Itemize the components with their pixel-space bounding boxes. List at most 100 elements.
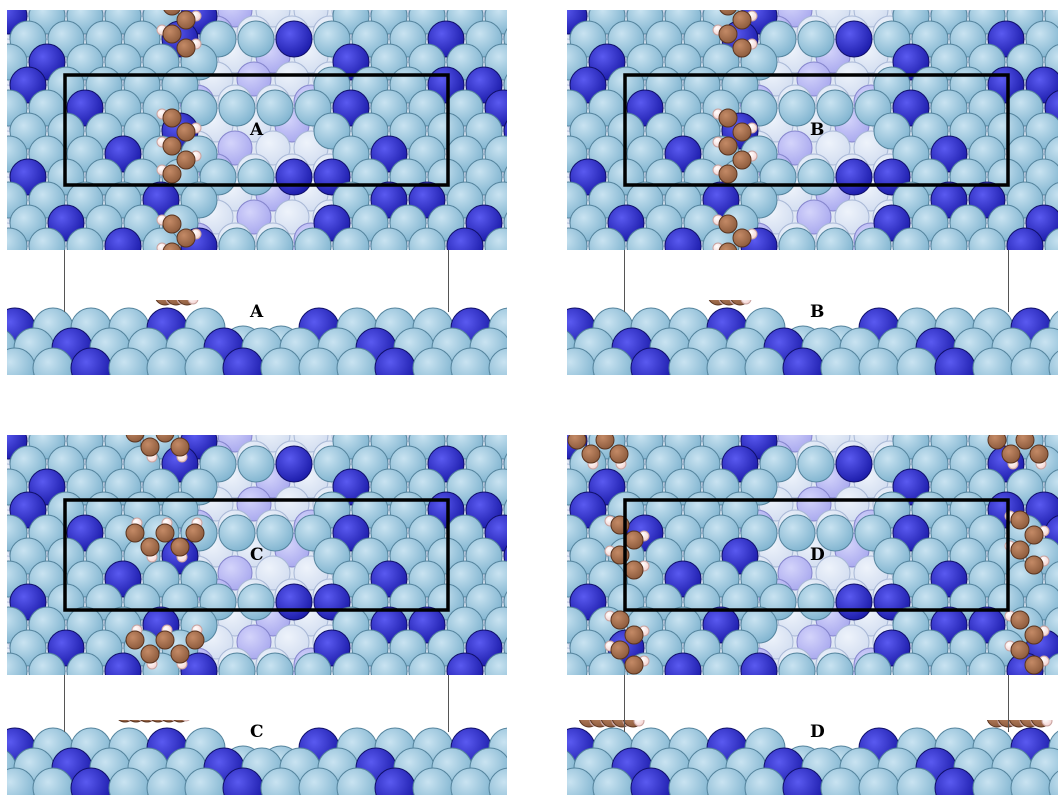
surface-atom [7, 652, 28, 675]
surface-atom [815, 130, 851, 166]
top-label-d: D [810, 545, 825, 565]
carbon-atom [155, 435, 175, 443]
top-label-b: B [810, 120, 825, 140]
top-view-panel-d [567, 435, 1058, 675]
surface-atom [294, 227, 332, 250]
surface-atom [180, 652, 218, 675]
surface-atom [255, 555, 291, 591]
hydrogen-atom [182, 720, 190, 722]
surface-atom [274, 486, 310, 522]
guide-line [64, 675, 65, 732]
carbon-atom [610, 640, 630, 660]
surface-atom [104, 652, 142, 675]
side-label-c: C [250, 722, 264, 742]
surface-atom [332, 652, 370, 675]
carbon-atom [1024, 525, 1044, 545]
surface-atom [797, 20, 835, 58]
surface-atom [488, 347, 507, 375]
surface-atom [217, 555, 253, 591]
carbon-atom [1024, 655, 1044, 675]
surface-atom [778, 89, 816, 127]
surface-atom [626, 227, 664, 250]
carbon-atom [176, 10, 196, 30]
carbon-atom [140, 537, 160, 557]
guide-line [448, 250, 449, 312]
surface-atom [815, 555, 851, 591]
carbon-atom [125, 523, 145, 543]
carbon-atom [732, 38, 752, 58]
surface-atom [236, 199, 272, 235]
surface-atom [275, 20, 313, 58]
surface-atom [274, 199, 310, 235]
carbon-atom [718, 214, 738, 234]
surface-atom [1048, 350, 1058, 375]
side-label-d: D [810, 722, 825, 742]
carbon-atom [125, 435, 145, 443]
surface-atom [66, 227, 104, 250]
carbon-atom [567, 435, 587, 450]
guide-line [1008, 250, 1009, 312]
top-view-panel-b [567, 10, 1058, 250]
carbon-atom [162, 214, 182, 234]
surface-atom [275, 583, 313, 621]
guide-line [624, 250, 625, 312]
surface-atom [1044, 228, 1058, 250]
surface-atom [797, 158, 835, 196]
carbon-atom [609, 444, 629, 464]
carbon-atom [162, 242, 182, 250]
carbon-atom [624, 560, 644, 580]
surface-atom [237, 583, 275, 621]
surface-atom [218, 514, 256, 552]
surface-atom [835, 445, 873, 483]
surface-atom [218, 652, 256, 675]
carbon-atom [170, 437, 190, 457]
surface-atom [484, 227, 507, 250]
surface-atom [778, 652, 816, 675]
surface-atom [294, 652, 332, 675]
carbon-atom [170, 537, 190, 557]
surface-atom [834, 61, 870, 97]
surface-atom [835, 158, 873, 196]
hydrogen-atom [187, 300, 199, 305]
carbon-atom [1029, 444, 1049, 464]
surface-atom [834, 624, 870, 660]
carbon-atom [162, 24, 182, 44]
side-view-panel-c [7, 720, 507, 795]
surface-atom [777, 555, 813, 591]
unit-cell-box [623, 73, 1010, 187]
surface-atom [1048, 770, 1058, 795]
carbon-atom [1010, 640, 1030, 660]
carbon-atom [581, 444, 601, 464]
surface-atom [796, 199, 832, 235]
surface-atom [664, 652, 702, 675]
surface-atom [796, 61, 832, 97]
surface-atom [892, 652, 930, 675]
surface-atom [834, 486, 870, 522]
hydrogen-atom [633, 720, 645, 727]
surface-atom [408, 652, 446, 675]
guide-line [64, 250, 65, 312]
surface-atom [66, 652, 104, 675]
carbon-atom [732, 10, 752, 30]
surface-atom [488, 767, 507, 795]
surface-atom [256, 514, 294, 552]
carbon-atom [1010, 540, 1030, 560]
surface-atom [484, 652, 507, 675]
carbon-atom [185, 630, 205, 650]
surface-atom [446, 652, 484, 675]
surface-atom [218, 89, 256, 127]
carbon-atom [162, 164, 182, 184]
surface-atom [218, 227, 256, 250]
surface-atom [816, 514, 854, 552]
surface-atom [370, 652, 408, 675]
surface-atom [777, 130, 813, 166]
carbon-atom [624, 655, 644, 675]
carbon-atom [176, 228, 196, 248]
surface-atom [778, 514, 816, 552]
surface-atom [930, 227, 968, 250]
top-view-panel-a [7, 10, 507, 250]
surface-atom [256, 652, 294, 675]
surface-atom [816, 89, 854, 127]
carbon-atom [718, 242, 738, 250]
carbon-atom [732, 150, 752, 170]
